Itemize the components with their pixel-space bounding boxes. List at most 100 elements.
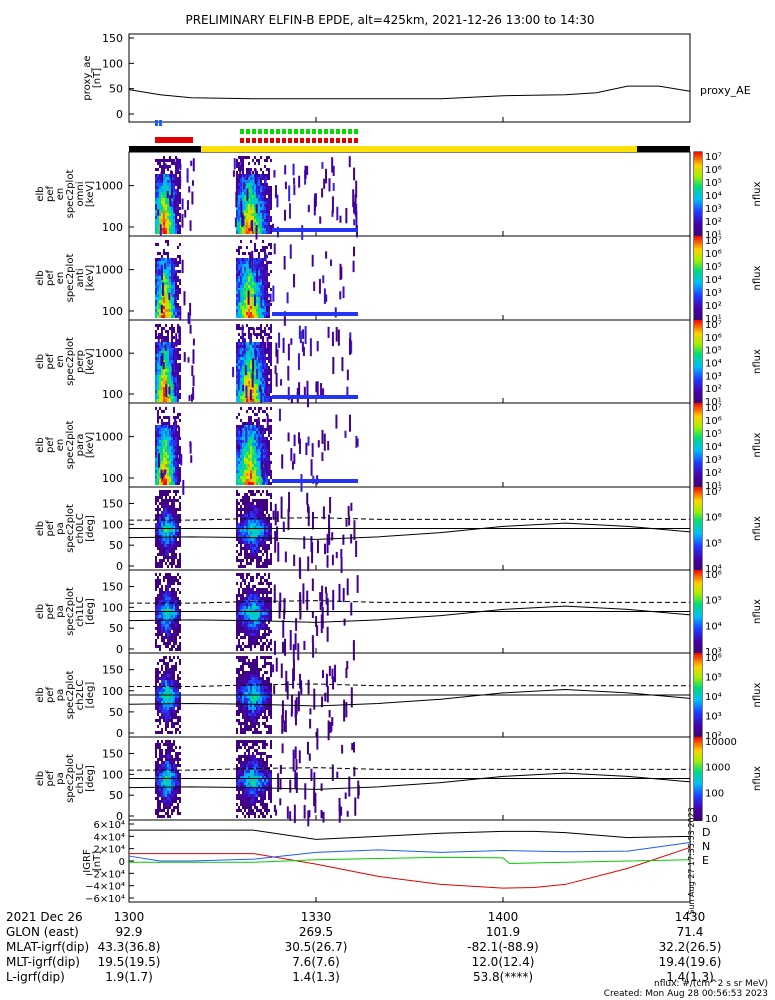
spectrogram-cell (260, 192, 262, 195)
pitch-angle-cell (244, 547, 246, 550)
spectrogram-cell (165, 440, 167, 443)
spectrogram-cell (250, 174, 252, 177)
pitch-angle-cell (240, 624, 242, 627)
pitch-angle-cell (163, 597, 165, 600)
spectrogram-cell (238, 327, 240, 330)
spectrogram-cell (246, 360, 248, 363)
spectrogram-cell (254, 369, 256, 372)
pitch-angle-cell (173, 514, 175, 517)
spectrogram-cell (354, 194, 357, 205)
pitch-angle-cell (266, 597, 268, 600)
pitch-angle-cell (238, 683, 240, 686)
spectrogram-cell (163, 228, 165, 231)
spectrogram-cell (255, 267, 258, 283)
spectrogram-cell (254, 261, 256, 264)
pitch-angle-cell (167, 490, 169, 493)
pitch-angle-cell (240, 535, 242, 538)
spectrogram-cell (159, 375, 161, 378)
spectrogram-cell (155, 330, 157, 333)
spectrogram-cell (161, 336, 163, 339)
spectrogram-cell (165, 294, 167, 297)
spectrogram-cell (260, 431, 262, 434)
spectrogram-cell (155, 461, 157, 464)
spectrogram-cell (268, 315, 270, 318)
spectrogram-cell (260, 327, 262, 330)
spectrogram-cell (265, 378, 268, 396)
spectrogram-cell (256, 458, 258, 461)
pitch-angle-cell (173, 722, 175, 725)
pitch-angle-cell (240, 689, 242, 692)
spectrogram-cell (254, 288, 256, 291)
pitch-angle-cell (167, 535, 169, 538)
spectrogram-cell (266, 443, 268, 446)
spectrogram-cell (260, 381, 262, 384)
spectrogram-cell (171, 258, 173, 261)
spectrogram-cell (268, 216, 270, 219)
pitch-angle-cell (240, 529, 242, 532)
pitch-angle-cell (238, 526, 240, 529)
spectrogram-cell (255, 204, 258, 214)
pitch-angle-cell (260, 615, 262, 618)
pitch-angle-cell (163, 698, 165, 701)
pitch-angle-cell (252, 526, 254, 529)
spectrogram-cell (268, 348, 270, 351)
spectrogram-cell (177, 357, 179, 360)
pitch-angle-cell (240, 532, 242, 535)
spectrogram-cell (244, 282, 246, 285)
spectrogram-cell (254, 437, 256, 440)
spectrogram-cell (159, 470, 161, 473)
pitch-angle-cell (155, 683, 157, 686)
pitch-angle-cell (157, 713, 159, 716)
spectrogram-cell (242, 446, 244, 449)
spectrogram-cell (260, 207, 262, 210)
pitch-angle-cell (270, 600, 272, 603)
spectrogram-cell (236, 159, 238, 162)
pitch-angle-cell (270, 529, 272, 532)
spectrogram-cell (159, 381, 161, 384)
spectrogram-cell (173, 270, 175, 273)
spectrogram-cell (270, 270, 272, 273)
spectrogram-cell (266, 414, 269, 429)
pitch-angle-cell (173, 725, 175, 728)
spectrogram-cell (236, 261, 238, 264)
pitch-angle-cell (244, 532, 246, 535)
spectrogram-cell (169, 285, 171, 288)
spectrogram-cell (250, 201, 252, 204)
spectrogram-cell (163, 482, 165, 485)
spectrogram-cell (240, 279, 242, 282)
spectrogram-cell (171, 264, 173, 267)
spectrogram-cell (243, 340, 246, 348)
spectrogram-cell (254, 168, 257, 184)
spectrogram-cell (246, 366, 248, 369)
spectrogram-cell (268, 327, 270, 330)
pitch-angle-cell (311, 511, 314, 530)
spectrogram-cell (256, 195, 258, 198)
spectrogram-cell (171, 183, 173, 186)
spectrogram-cell (246, 201, 248, 204)
spectrogram-cell (268, 378, 270, 381)
spectrogram-cell (175, 369, 177, 372)
spectrogram-cell (161, 210, 163, 213)
spectrogram-cell (262, 306, 264, 309)
spectrogram-cell (236, 207, 238, 210)
spectrogram-cell (157, 393, 159, 396)
spectrogram-cell (349, 414, 352, 432)
spectrogram-cell (155, 375, 157, 378)
spectrogram-cell (165, 258, 167, 261)
pitch-angle-cell (266, 591, 268, 594)
spectrogram-cell (179, 363, 181, 366)
pitch-angle-cell (326, 533, 329, 554)
pitch-angle-cell (171, 591, 173, 594)
spectrogram-cell (244, 473, 246, 476)
pitch-angle-cell (324, 586, 327, 594)
spectrogram-cell (179, 213, 181, 216)
pitch-angle-cell (246, 662, 248, 665)
spectrogram-cell (169, 372, 171, 375)
spectrogram-cell (260, 336, 262, 339)
pitch-angle-cell (155, 535, 157, 538)
spectrogram-cell (240, 434, 242, 437)
pitch-angle-cell (256, 662, 258, 665)
spectrogram-cell (272, 395, 358, 399)
spectrogram-cell (258, 222, 260, 225)
pitch-angle-cell (173, 490, 175, 493)
